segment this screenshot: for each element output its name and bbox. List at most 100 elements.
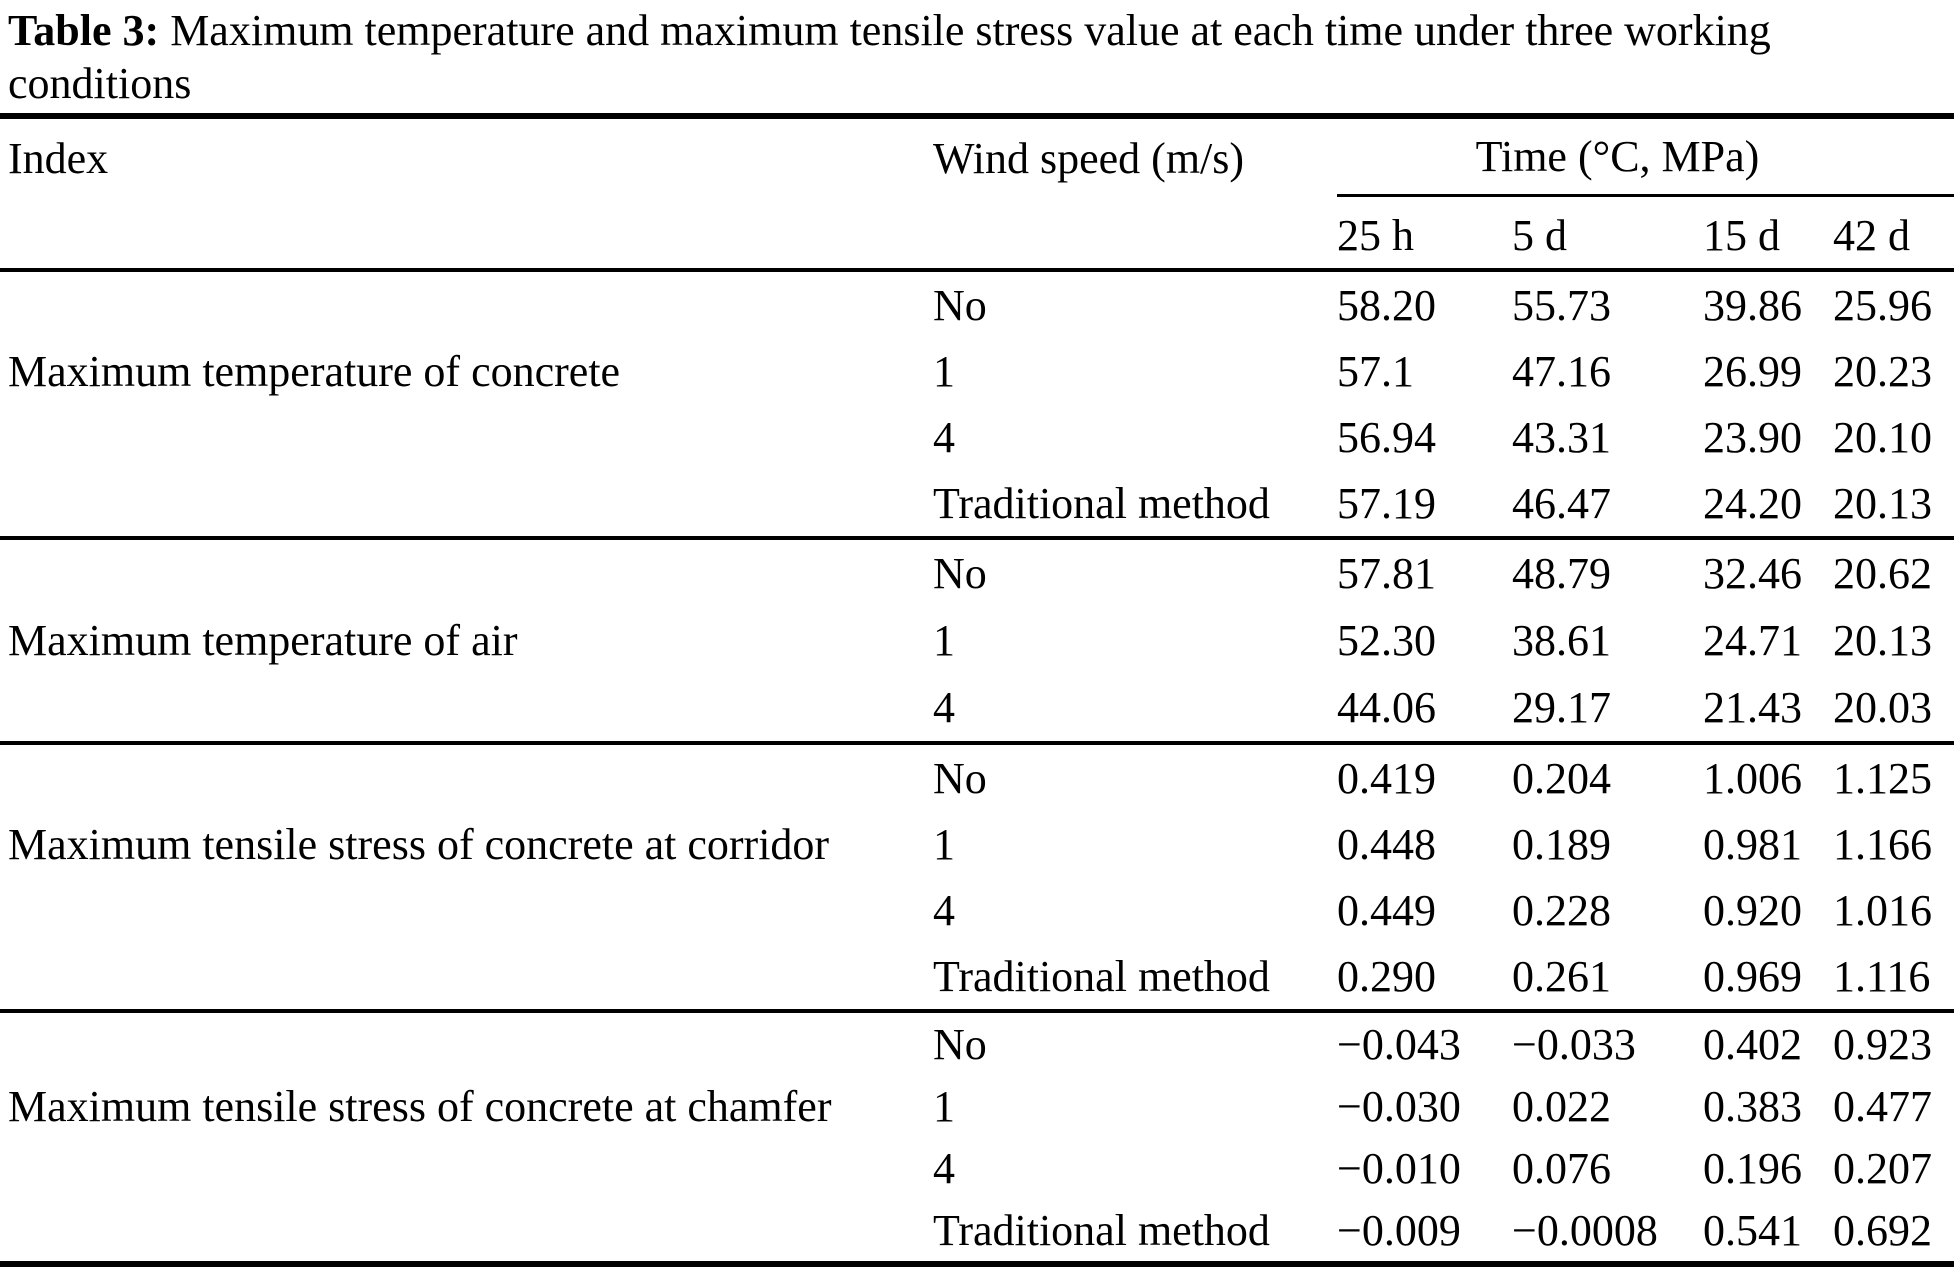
value-cell: 26.99 bbox=[1703, 346, 1802, 396]
header-wind-speed: Wind speed (m/s) bbox=[933, 133, 1245, 183]
value-cell: 24.20 bbox=[1703, 478, 1802, 528]
header-spacer bbox=[0, 197, 930, 268]
wind-speed-cell: 1 bbox=[933, 819, 955, 869]
value-cell: 0.449 bbox=[1337, 885, 1436, 935]
value-cell: 0.196 bbox=[1703, 1143, 1802, 1193]
table-row: 4 44.06 29.17 21.43 20.03 bbox=[0, 674, 1954, 741]
value-cell: 20.03 bbox=[1833, 683, 1932, 732]
value-cell: 1.125 bbox=[1833, 753, 1932, 803]
table-header-row-2: 25 h 5 d 15 d 42 d bbox=[0, 197, 1954, 268]
header-time-15d: 15 d bbox=[1703, 211, 1780, 260]
table-row: 4 0.449 0.228 0.920 1.016 bbox=[0, 877, 1954, 943]
value-cell: 1.116 bbox=[1833, 951, 1931, 1001]
header-spacer bbox=[930, 197, 1337, 268]
index-cell: Maximum tensile stress of concrete at co… bbox=[8, 819, 830, 869]
wind-speed-cell: 1 bbox=[933, 616, 955, 665]
value-cell: 57.1 bbox=[1337, 346, 1414, 396]
value-cell: 0.981 bbox=[1703, 819, 1802, 869]
wind-speed-cell: No bbox=[933, 280, 987, 330]
value-cell: 58.20 bbox=[1337, 280, 1436, 330]
wind-speed-cell: No bbox=[933, 753, 987, 803]
value-cell: 20.62 bbox=[1833, 549, 1932, 598]
value-cell: 48.79 bbox=[1512, 549, 1611, 598]
value-cell: 46.47 bbox=[1512, 478, 1611, 528]
value-cell: 56.94 bbox=[1337, 412, 1436, 462]
value-cell: 20.13 bbox=[1833, 478, 1932, 528]
wind-speed-cell: 1 bbox=[933, 346, 955, 396]
wind-speed-cell: 4 bbox=[933, 412, 955, 462]
table-row: No 0.419 0.204 1.006 1.125 bbox=[0, 745, 1954, 811]
value-cell: −0.030 bbox=[1337, 1081, 1461, 1131]
table-rule-group-2 bbox=[0, 741, 1954, 745]
table-rule-bottom bbox=[0, 1261, 1954, 1267]
wind-speed-cell: No bbox=[933, 1019, 987, 1069]
value-cell: 0.228 bbox=[1512, 885, 1611, 935]
value-cell: 52.30 bbox=[1337, 616, 1436, 665]
header-time-5d: 5 d bbox=[1512, 211, 1567, 260]
value-cell: 57.81 bbox=[1337, 549, 1436, 598]
table-row: No −0.043 −0.033 0.402 0.923 bbox=[0, 1013, 1954, 1075]
value-cell: 0.692 bbox=[1833, 1205, 1932, 1255]
table-caption-text-line1: Maximum temperature and maximum tensile … bbox=[170, 6, 1771, 55]
value-cell: 0.969 bbox=[1703, 951, 1802, 1001]
value-cell: 0.920 bbox=[1703, 885, 1802, 935]
value-cell: 1.166 bbox=[1833, 819, 1932, 869]
value-cell: 0.207 bbox=[1833, 1143, 1932, 1193]
wind-speed-cell: 4 bbox=[933, 885, 955, 935]
table-row: Maximum temperature of air 1 52.30 38.61… bbox=[0, 607, 1954, 674]
table-caption-label: Table 3: bbox=[8, 6, 160, 55]
value-cell: 29.17 bbox=[1512, 683, 1611, 732]
table-row: No 58.20 55.73 39.86 25.96 bbox=[0, 272, 1954, 338]
value-cell: 0.448 bbox=[1337, 819, 1436, 869]
value-cell: 0.477 bbox=[1833, 1081, 1932, 1131]
wind-speed-cell: 1 bbox=[933, 1081, 955, 1131]
value-cell: 21.43 bbox=[1703, 683, 1802, 732]
value-cell: 20.10 bbox=[1833, 412, 1932, 462]
value-cell: 0.022 bbox=[1512, 1081, 1611, 1131]
value-cell: −0.033 bbox=[1512, 1019, 1636, 1069]
table-row: No 57.81 48.79 32.46 20.62 bbox=[0, 540, 1954, 607]
table-row: Maximum tensile stress of concrete at ch… bbox=[0, 1075, 1954, 1137]
group-max-stress-corridor: No 0.419 0.204 1.006 1.125 Maximum tensi… bbox=[0, 745, 1954, 1009]
header-index: Index bbox=[8, 133, 109, 183]
wind-speed-cell: Traditional method bbox=[933, 951, 1270, 1001]
value-cell: 0.383 bbox=[1703, 1081, 1802, 1131]
value-cell: 25.96 bbox=[1833, 280, 1932, 330]
value-cell: 0.402 bbox=[1703, 1019, 1802, 1069]
group-max-stress-chamfer: No −0.043 −0.033 0.402 0.923 Maximum ten… bbox=[0, 1013, 1954, 1261]
value-cell: 39.86 bbox=[1703, 280, 1802, 330]
table-row: 4 −0.010 0.076 0.196 0.207 bbox=[0, 1137, 1954, 1199]
table-caption-text-line2: conditions bbox=[8, 59, 192, 108]
value-cell: 24.71 bbox=[1703, 616, 1802, 665]
value-cell: −0.043 bbox=[1337, 1019, 1461, 1069]
table-caption: Table 3: Maximum temperature and maximum… bbox=[8, 4, 1952, 110]
wind-speed-cell: 4 bbox=[933, 683, 955, 732]
table-row: Maximum tensile stress of concrete at co… bbox=[0, 811, 1954, 877]
table-row: Traditional method 57.19 46.47 24.20 20.… bbox=[0, 470, 1954, 536]
header-time-group: Time (°C, MPa) bbox=[1337, 119, 1954, 197]
value-cell: 20.23 bbox=[1833, 346, 1932, 396]
value-cell: 20.13 bbox=[1833, 616, 1932, 665]
group-max-temp-concrete: No 58.20 55.73 39.86 25.96 Maximum tempe… bbox=[0, 272, 1954, 536]
value-cell: 47.16 bbox=[1512, 346, 1611, 396]
table-rule-group-1 bbox=[0, 536, 1954, 540]
table-row: Traditional method 0.290 0.261 0.969 1.1… bbox=[0, 943, 1954, 1009]
group-max-temp-air: No 57.81 48.79 32.46 20.62 Maximum tempe… bbox=[0, 540, 1954, 741]
index-cell: Maximum tensile stress of concrete at ch… bbox=[8, 1081, 832, 1131]
value-cell: 32.46 bbox=[1703, 549, 1802, 598]
table-row: 4 56.94 43.31 23.90 20.10 bbox=[0, 404, 1954, 470]
index-cell: Maximum temperature of air bbox=[8, 616, 518, 665]
value-cell: 0.076 bbox=[1512, 1143, 1611, 1193]
table-rule-header-bottom bbox=[0, 268, 1954, 272]
wind-speed-cell: Traditional method bbox=[933, 478, 1270, 528]
value-cell: 44.06 bbox=[1337, 683, 1436, 732]
value-cell: −0.009 bbox=[1337, 1205, 1461, 1255]
value-cell: 0.541 bbox=[1703, 1205, 1802, 1255]
table-rule-group-3 bbox=[0, 1009, 1954, 1013]
value-cell: 0.204 bbox=[1512, 753, 1611, 803]
wind-speed-cell: Traditional method bbox=[933, 1205, 1270, 1255]
value-cell: 38.61 bbox=[1512, 616, 1611, 665]
value-cell: 0.189 bbox=[1512, 819, 1611, 869]
value-cell: 57.19 bbox=[1337, 478, 1436, 528]
